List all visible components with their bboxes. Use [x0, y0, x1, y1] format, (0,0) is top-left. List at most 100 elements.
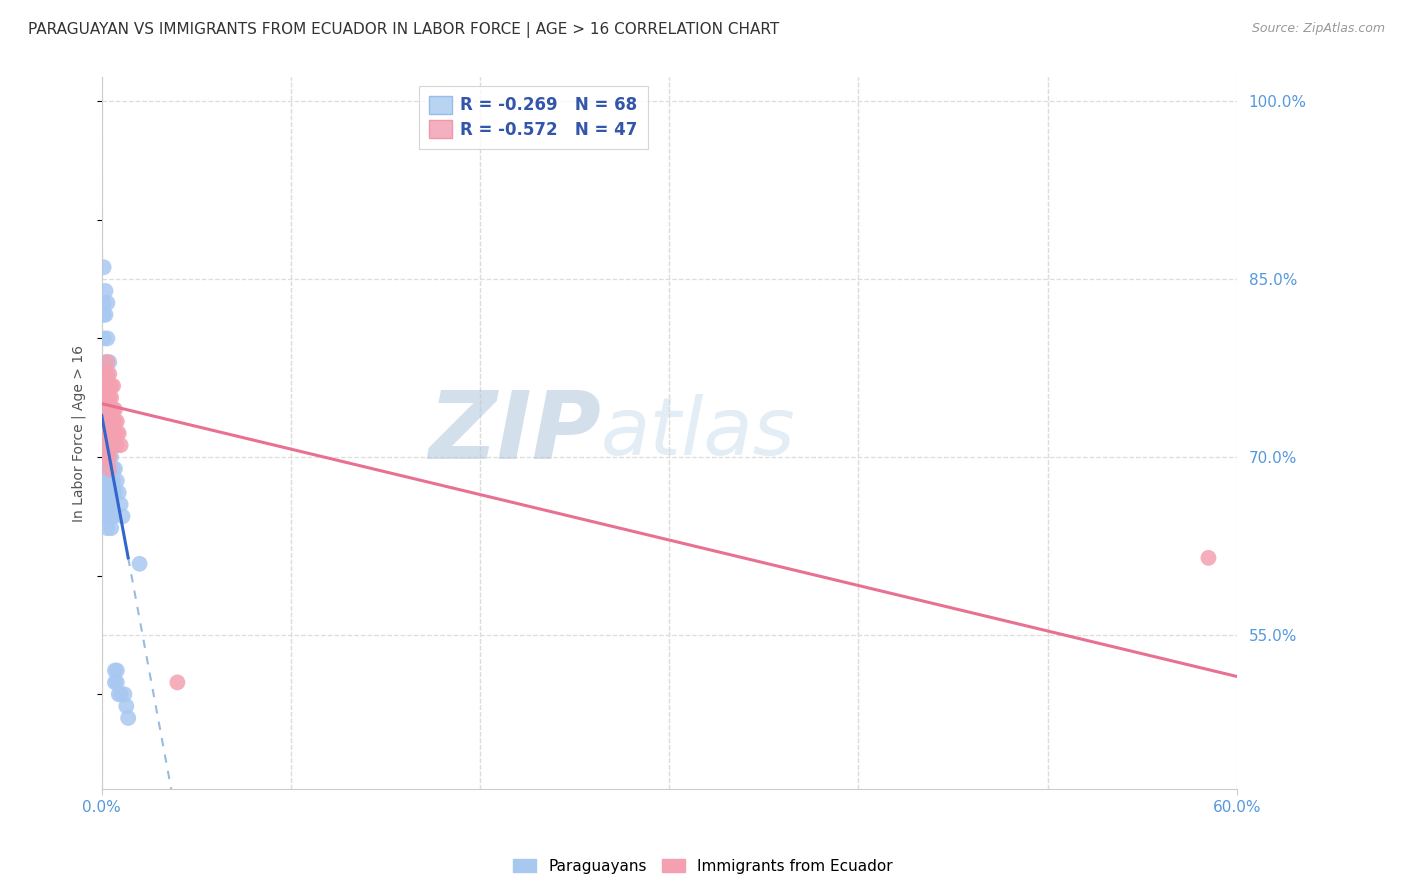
- Point: [96, 450, 118, 464]
- Point: [110, 687, 132, 701]
- Point: [104, 462, 127, 476]
- Point: [96, 462, 118, 476]
- Point: [96, 509, 118, 524]
- Legend: R = -0.269   N = 68, R = -0.572   N = 47: R = -0.269 N = 68, R = -0.572 N = 47: [419, 86, 648, 149]
- Point: [100, 426, 122, 441]
- Point: [96, 379, 118, 393]
- Point: [94, 414, 117, 428]
- Point: [93, 426, 115, 441]
- Point: [104, 402, 127, 417]
- Point: [94, 379, 117, 393]
- Point: [98, 426, 121, 441]
- Point: [98, 450, 121, 464]
- Point: [117, 711, 139, 725]
- Point: [101, 438, 124, 452]
- Point: [96, 295, 118, 310]
- Point: [104, 414, 127, 428]
- Point: [1197, 550, 1219, 565]
- Point: [94, 391, 117, 405]
- Point: [96, 391, 118, 405]
- Point: [98, 474, 121, 488]
- Point: [101, 438, 124, 452]
- Point: [96, 498, 118, 512]
- Point: [101, 414, 124, 428]
- Point: [98, 391, 121, 405]
- Point: [100, 485, 122, 500]
- Point: [98, 462, 121, 476]
- Point: [96, 426, 118, 441]
- Text: Source: ZipAtlas.com: Source: ZipAtlas.com: [1251, 22, 1385, 36]
- Point: [94, 391, 117, 405]
- Point: [105, 414, 128, 428]
- Point: [94, 367, 117, 381]
- Point: [93, 308, 115, 322]
- Point: [100, 438, 122, 452]
- Point: [96, 474, 118, 488]
- Point: [96, 355, 118, 369]
- Point: [105, 664, 128, 678]
- Point: [96, 438, 118, 452]
- Point: [98, 379, 121, 393]
- Point: [93, 295, 115, 310]
- Point: [100, 391, 122, 405]
- Point: [94, 474, 117, 488]
- Point: [101, 485, 124, 500]
- Point: [98, 402, 121, 417]
- Point: [96, 331, 118, 345]
- Point: [98, 485, 121, 500]
- Point: [98, 438, 121, 452]
- Point: [93, 331, 115, 345]
- Point: [93, 414, 115, 428]
- Point: [107, 426, 129, 441]
- Point: [96, 509, 118, 524]
- Point: [98, 462, 121, 476]
- Point: [115, 699, 138, 714]
- Point: [166, 675, 188, 690]
- Point: [94, 474, 117, 488]
- Point: [96, 485, 118, 500]
- Point: [94, 426, 117, 441]
- Point: [94, 308, 117, 322]
- Point: [104, 426, 127, 441]
- Point: [107, 485, 129, 500]
- Point: [100, 450, 122, 464]
- Point: [105, 438, 128, 452]
- Point: [104, 675, 127, 690]
- Point: [93, 379, 115, 393]
- Point: [105, 426, 128, 441]
- Point: [100, 414, 122, 428]
- Point: [98, 509, 121, 524]
- Point: [105, 675, 128, 690]
- Point: [101, 462, 124, 476]
- Text: ZIP: ZIP: [429, 387, 602, 479]
- Point: [105, 474, 128, 488]
- Point: [93, 260, 115, 275]
- Y-axis label: In Labor Force | Age > 16: In Labor Force | Age > 16: [72, 345, 86, 522]
- Point: [101, 509, 124, 524]
- Point: [100, 402, 122, 417]
- Point: [96, 450, 118, 464]
- Point: [112, 687, 135, 701]
- Point: [93, 402, 115, 417]
- Point: [98, 414, 121, 428]
- Point: [100, 379, 122, 393]
- Point: [96, 438, 118, 452]
- Point: [96, 414, 118, 428]
- Point: [98, 498, 121, 512]
- Point: [94, 462, 117, 476]
- Point: [110, 438, 132, 452]
- Point: [93, 438, 115, 452]
- Point: [100, 509, 122, 524]
- Text: atlas: atlas: [602, 394, 796, 472]
- Point: [96, 521, 118, 535]
- Point: [98, 450, 121, 464]
- Point: [101, 474, 124, 488]
- Point: [104, 485, 127, 500]
- Point: [96, 402, 118, 417]
- Point: [96, 367, 118, 381]
- Point: [98, 402, 121, 417]
- Point: [94, 402, 117, 417]
- Point: [100, 474, 122, 488]
- Point: [98, 367, 121, 381]
- Point: [96, 485, 118, 500]
